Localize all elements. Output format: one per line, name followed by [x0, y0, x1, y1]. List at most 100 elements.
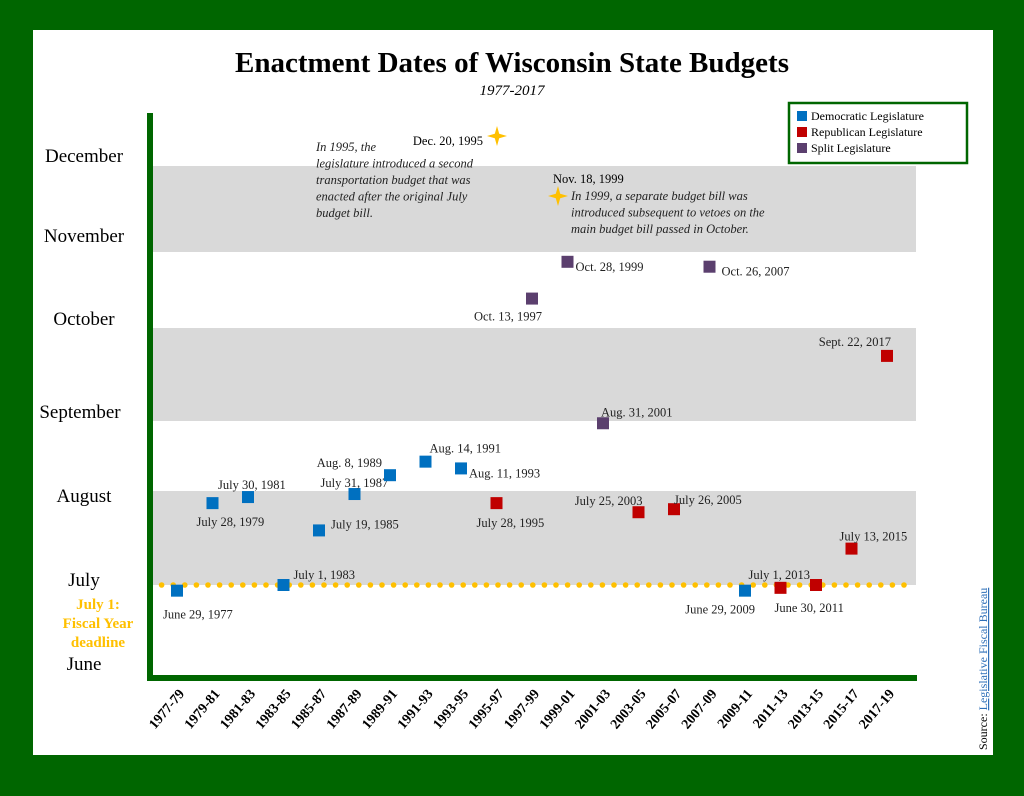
data-point — [242, 491, 254, 504]
deadline-label: deadline — [71, 635, 126, 651]
data-point — [703, 260, 716, 273]
deadline-dot — [483, 582, 490, 588]
deadline-dot — [332, 582, 339, 588]
data-label: Sept. 22, 2017 — [819, 335, 891, 349]
star-icon — [487, 126, 507, 146]
data-point — [171, 584, 183, 597]
deadline-dot — [889, 582, 896, 588]
legend-marker — [797, 111, 807, 121]
deadline-dot — [356, 582, 362, 588]
data-point — [206, 497, 219, 510]
star-label: Nov. 18, 1999 — [553, 172, 624, 186]
deadline-dot — [240, 582, 246, 588]
deadline-dot — [634, 582, 640, 588]
deadline-dot — [530, 582, 536, 588]
deadline-dot — [344, 582, 351, 588]
deadline-dot — [472, 582, 478, 588]
data-label: Aug. 11, 1993 — [469, 466, 540, 480]
data-point — [490, 497, 503, 510]
deadline-dot — [843, 582, 849, 588]
source-link[interactable]: Legislative Fiscal Bureau — [976, 588, 990, 711]
data-point — [881, 349, 893, 362]
deadline-dot — [228, 582, 234, 588]
annotation-1995: legislature introduced a second — [316, 157, 474, 171]
source-prefix: Source: — [976, 710, 990, 750]
y-month-label: October — [53, 309, 115, 330]
data-point — [277, 579, 290, 591]
deadline-dot — [564, 582, 571, 588]
data-label: July 25, 2003 — [575, 494, 643, 508]
month-band — [150, 166, 916, 252]
data-label: June 29, 2009 — [685, 603, 755, 617]
month-band — [150, 491, 916, 585]
legend-marker — [797, 127, 807, 137]
data-point — [526, 292, 538, 305]
data-label: Aug. 31, 2001 — [601, 405, 673, 419]
data-label: July 13, 2015 — [840, 530, 908, 544]
deadline-dot — [901, 582, 907, 588]
annotation-1995: enacted after the original July — [316, 190, 468, 204]
data-point — [313, 524, 325, 537]
source-text: Source: Legislative Fiscal Bureau — [976, 588, 990, 750]
deadline-dot — [402, 582, 409, 588]
deadline-dot — [646, 582, 652, 588]
deadline-dot — [576, 582, 582, 588]
annotation-1995: budget bill. — [316, 206, 373, 220]
annotation-1999: introduced subsequent to vetoes on the — [571, 206, 765, 220]
deadline-dot — [367, 582, 374, 588]
data-point — [632, 506, 645, 519]
deadline-dot — [390, 582, 397, 588]
data-label: July 30, 1981 — [218, 478, 286, 492]
data-label: Aug. 8, 1989 — [317, 456, 382, 470]
deadline-dot — [495, 582, 501, 588]
annotation-1995: In 1995, the — [315, 140, 377, 154]
data-label: Aug. 14, 1991 — [430, 442, 502, 456]
data-label: June 30, 2011 — [775, 601, 844, 615]
data-point — [419, 455, 432, 468]
data-point — [845, 542, 858, 555]
deadline-dot — [692, 582, 698, 588]
deadline-dot — [669, 582, 675, 588]
deadline-dot — [750, 582, 756, 588]
deadline-dot — [831, 582, 838, 588]
data-label: Oct. 26, 2007 — [722, 265, 790, 279]
deadline-dot — [216, 582, 223, 588]
legend-box — [787, 101, 969, 165]
deadline-dot — [182, 582, 188, 588]
deadline-dot — [680, 582, 687, 588]
deadline-dot — [414, 582, 420, 588]
y-month-label: August — [57, 486, 113, 507]
deadline-dot — [321, 582, 327, 588]
data-point — [561, 255, 574, 268]
chart-title: Enactment Dates of Wisconsin State Budge… — [235, 47, 789, 79]
annotation-1995: transportation budget that was — [316, 173, 471, 187]
deadline-dot — [158, 582, 165, 588]
deadline-dot — [854, 582, 861, 588]
deadline-dot — [205, 582, 211, 588]
deadline-dot — [785, 582, 791, 588]
data-label: Oct. 13, 1997 — [474, 310, 542, 324]
deadline-dot — [379, 582, 385, 588]
deadline-dot — [866, 582, 872, 588]
data-label: July 28, 1979 — [197, 515, 265, 529]
data-label: July 28, 1995 — [477, 516, 545, 530]
deadline-dot — [715, 582, 722, 588]
data-label: July 26, 2005 — [674, 493, 742, 507]
y-month-label: September — [39, 402, 121, 423]
data-label: July 19, 1985 — [331, 517, 399, 531]
legend-label: Democratic Legislature — [811, 109, 924, 123]
chart-subtitle: 1977-2017 — [480, 83, 546, 99]
data-label: July 1, 2013 — [749, 568, 810, 582]
data-point — [774, 581, 787, 594]
deadline-dot — [506, 582, 513, 588]
legend-label: Split Legislature — [811, 141, 891, 155]
deadline-dot — [518, 582, 524, 588]
deadline-dot — [704, 582, 710, 588]
deadline-dot — [657, 582, 664, 588]
data-point — [455, 462, 467, 475]
data-label: Oct. 28, 1999 — [576, 260, 644, 274]
data-label: July 1, 1983 — [294, 568, 355, 582]
data-label: June 29, 1977 — [163, 608, 233, 622]
deadline-label: Fiscal Year — [63, 616, 134, 632]
deadline-dot — [541, 582, 548, 588]
